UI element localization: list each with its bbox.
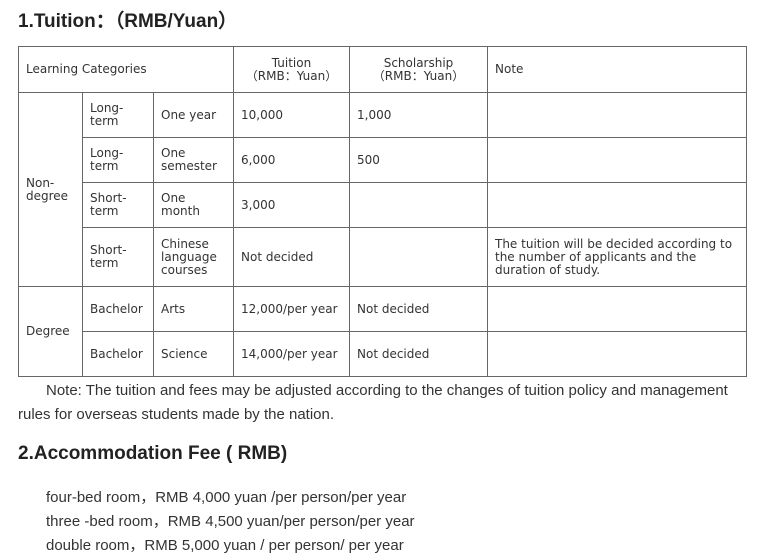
group-nondegree: Non-degree [18,92,83,287]
cell-note [487,286,747,332]
cell-type: Bachelor [82,286,154,332]
cell-note [487,92,747,138]
cell-tuition: Not decided [233,227,350,287]
cell-duration: One year [153,92,234,138]
accommodation-item: three -bed room，RMB 4,500 yuan/per perso… [46,513,415,530]
table-header-row: Learning Categories Tuition （RMB：Yuan） Sc… [18,46,747,93]
tuition-footnote: Note: The tuition and fees may be adjust… [18,382,728,423]
tuition-table: Learning Categories Tuition （RMB：Yuan） Sc… [18,46,747,377]
cell-scholarship [349,227,488,287]
cell-duration: Chinese language courses [153,227,234,287]
cell-tuition: 3,000 [233,182,350,228]
tuition-heading: 1.Tuition：（RMB/Yuan） [18,11,238,32]
table-row: Short-term Chinese language courses Not de… [19,227,747,287]
table-row: Short-term One month 3,000 [19,182,747,228]
cell-duration: Arts [153,286,234,332]
header-tuition: Tuition （RMB：Yuan） [233,46,350,93]
header-tuition-label: Tuition [271,55,312,70]
cell-note [487,331,747,377]
header-note: Note [487,46,747,93]
cell-tuition: 6,000 [233,137,350,183]
group-degree: Degree [18,286,83,377]
cell-scholarship: Not decided [349,331,488,377]
cell-scholarship: Not decided [349,286,488,332]
table-row: Degree Bachelor Arts 12,000/per year Not de… [18,286,747,377]
accommodation-heading: 2.Accommodation Fee ( RMB) [18,443,288,464]
cell-note [487,137,747,183]
cell-note [487,182,747,228]
cell-type: Long-term [82,92,154,138]
table-row: Bachelor Science 14,000/per year Not decide… [19,331,747,377]
cell-note: The tuition will be decided according to… [487,227,747,287]
table-row: Non-degree Long-term One year 10,000 1,000 [18,92,747,287]
header-scholarship: Scholarship （RMB：Yuan） [349,46,488,93]
cell-duration: One month [153,182,234,228]
cell-tuition: 10,000 [233,92,350,138]
cell-type: Long-term [82,137,154,183]
header-tuition-unit: （RMB：Yuan） [245,68,338,83]
cell-type: Short-term [82,227,154,287]
accommodation-item: four-bed room，RMB 4,000 yuan /per person… [46,489,407,506]
cell-scholarship [349,182,488,228]
cell-type: Bachelor [82,331,154,377]
header-category: Learning Categories [18,46,234,93]
cell-duration: Science [153,331,234,377]
cell-duration: One semester [153,137,234,183]
cell-scholarship: 1,000 [349,92,488,138]
cell-scholarship: 500 [349,137,488,183]
cell-tuition: 12,000/per year [233,286,350,332]
cell-tuition: 14,000/per year [233,331,350,377]
cell-type: Short-term [82,182,154,228]
header-scholarship-label: Scholarship [383,55,454,70]
header-scholarship-unit: （RMB：Yuan） [372,68,465,83]
accommodation-item: double room，RMB 5,000 yuan / per person/… [46,537,404,554]
table-row: Long-term One semester 6,000 500 [19,137,747,183]
